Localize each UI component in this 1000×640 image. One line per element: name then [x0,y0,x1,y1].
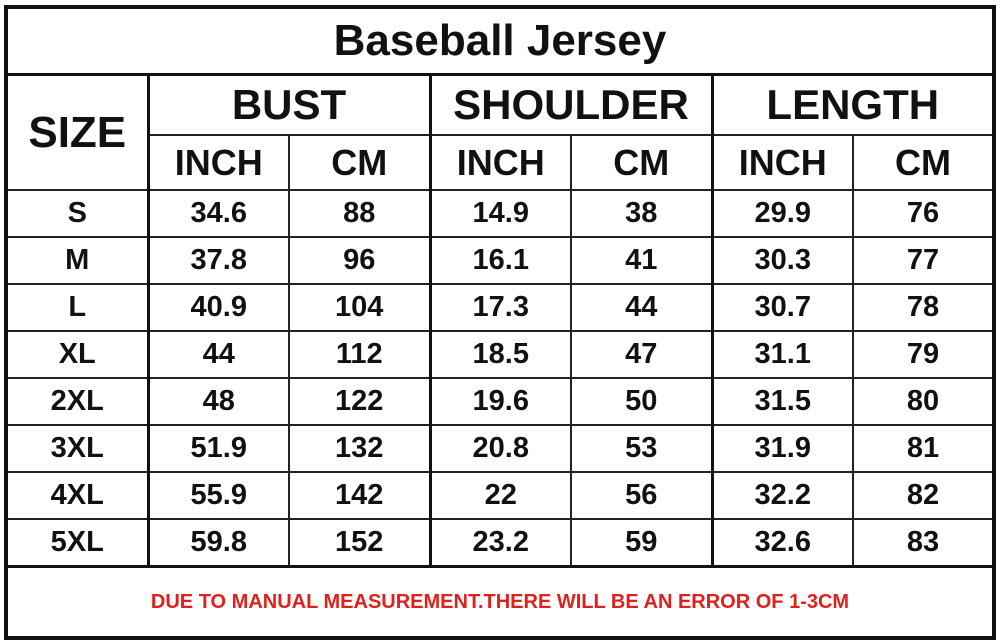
shoulder-header: SHOULDER [429,73,714,136]
unit-header: CM [288,134,432,191]
size-cell: M [5,236,150,285]
table-row: XL 44 112 18.5 47 31.1 79 [5,330,995,379]
table-row: 4XL 55.9 142 22 56 32.2 82 [5,471,995,520]
size-header: SIZE [5,73,150,191]
value-cell: 44 [147,330,290,379]
value-cell: 48 [147,377,290,426]
value-cell: 79 [852,330,995,379]
value-cell: 76 [852,189,995,238]
value-cell: 81 [852,424,995,473]
value-cell: 22 [429,471,572,520]
value-cell: 31.9 [711,424,854,473]
value-cell: 32.6 [711,518,854,568]
size-chart-table: Baseball Jersey SIZE BUST SHOULDER LENGT… [4,5,996,640]
value-cell: 40.9 [147,283,290,332]
size-cell: 2XL [5,377,150,426]
table-row: L 40.9 104 17.3 44 30.7 78 [5,283,995,332]
value-cell: 56 [570,471,714,520]
value-cell: 51.9 [147,424,290,473]
value-cell: 82 [852,471,995,520]
table-row: 5XL 59.8 152 23.2 59 32.6 83 [5,518,995,568]
length-header: LENGTH [711,73,995,136]
value-cell: 38 [570,189,714,238]
value-cell: 44 [570,283,714,332]
value-cell: 32.2 [711,471,854,520]
value-cell: 96 [288,236,432,285]
value-cell: 31.1 [711,330,854,379]
value-cell: 80 [852,377,995,426]
unit-header: INCH [711,134,854,191]
table-row: M 37.8 96 16.1 41 30.3 77 [5,236,995,285]
value-cell: 34.6 [147,189,290,238]
value-cell: 31.5 [711,377,854,426]
value-cell: 83 [852,518,995,568]
unit-header: INCH [429,134,572,191]
value-cell: 14.9 [429,189,572,238]
size-cell: L [5,283,150,332]
value-cell: 23.2 [429,518,572,568]
value-cell: 20.8 [429,424,572,473]
value-cell: 77 [852,236,995,285]
value-cell: 59.8 [147,518,290,568]
size-cell: 4XL [5,471,150,520]
value-cell: 78 [852,283,995,332]
value-cell: 53 [570,424,714,473]
table-row: 3XL 51.9 132 20.8 53 31.9 81 [5,424,995,473]
value-cell: 41 [570,236,714,285]
value-cell: 59 [570,518,714,568]
value-cell: 18.5 [429,330,572,379]
value-cell: 50 [570,377,714,426]
unit-header: INCH [147,134,290,191]
measurement-note: DUE TO MANUAL MEASUREMENT.THERE WILL BE … [5,565,995,639]
size-cell: 5XL [5,518,150,568]
size-cell: S [5,189,150,238]
value-cell: 37.8 [147,236,290,285]
bust-header: BUST [147,73,432,136]
value-cell: 19.6 [429,377,572,426]
value-cell: 152 [288,518,432,568]
unit-header: CM [570,134,714,191]
size-cell: 3XL [5,424,150,473]
value-cell: 55.9 [147,471,290,520]
value-cell: 17.3 [429,283,572,332]
value-cell: 29.9 [711,189,854,238]
value-cell: 30.3 [711,236,854,285]
value-cell: 30.7 [711,283,854,332]
table-row: S 34.6 88 14.9 38 29.9 76 [5,189,995,238]
value-cell: 132 [288,424,432,473]
value-cell: 88 [288,189,432,238]
value-cell: 104 [288,283,432,332]
chart-title: Baseball Jersey [5,6,995,76]
value-cell: 16.1 [429,236,572,285]
value-cell: 47 [570,330,714,379]
size-cell: XL [5,330,150,379]
value-cell: 142 [288,471,432,520]
value-cell: 122 [288,377,432,426]
table-row: 2XL 48 122 19.6 50 31.5 80 [5,377,995,426]
unit-header: CM [852,134,995,191]
value-cell: 112 [288,330,432,379]
